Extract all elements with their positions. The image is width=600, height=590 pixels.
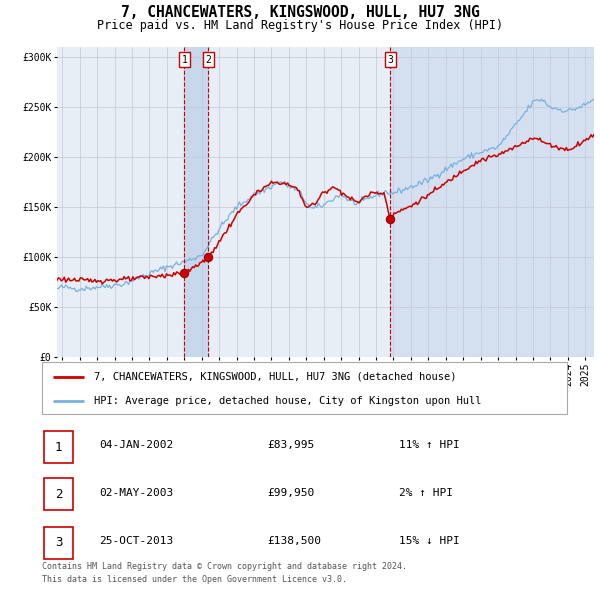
Bar [390,47,594,357]
FancyBboxPatch shape [44,527,73,559]
Text: £83,995: £83,995 [267,441,314,450]
Text: Contains HM Land Registry data © Crown copyright and database right 2024.: Contains HM Land Registry data © Crown c… [42,562,407,571]
Text: HPI: Average price, detached house, City of Kingston upon Hull: HPI: Average price, detached house, City… [95,396,482,406]
Text: 02-MAY-2003: 02-MAY-2003 [99,488,173,497]
Text: 2: 2 [55,488,62,501]
Text: This data is licensed under the Open Government Licence v3.0.: This data is licensed under the Open Gov… [42,575,347,584]
Text: 25-OCT-2013: 25-OCT-2013 [99,536,173,546]
Text: 11% ↑ HPI: 11% ↑ HPI [399,441,460,450]
FancyBboxPatch shape [44,431,73,463]
Text: 2: 2 [205,55,211,64]
Text: Price paid vs. HM Land Registry's House Price Index (HPI): Price paid vs. HM Land Registry's House … [97,19,503,32]
Text: 15% ↓ HPI: 15% ↓ HPI [399,536,460,546]
Text: 2% ↑ HPI: 2% ↑ HPI [399,488,453,497]
FancyBboxPatch shape [42,362,567,414]
Text: 1: 1 [182,55,187,64]
Text: 3: 3 [387,55,393,64]
Text: £99,950: £99,950 [267,488,314,497]
Text: 3: 3 [55,536,62,549]
Text: 7, CHANCEWATERS, KINGSWOOD, HULL, HU7 3NG: 7, CHANCEWATERS, KINGSWOOD, HULL, HU7 3N… [121,5,479,19]
Text: 04-JAN-2002: 04-JAN-2002 [99,441,173,450]
Text: £138,500: £138,500 [267,536,321,546]
FancyBboxPatch shape [44,478,73,510]
Bar [184,47,208,357]
Text: 1: 1 [55,441,62,454]
Text: 7, CHANCEWATERS, KINGSWOOD, HULL, HU7 3NG (detached house): 7, CHANCEWATERS, KINGSWOOD, HULL, HU7 3N… [95,372,457,382]
